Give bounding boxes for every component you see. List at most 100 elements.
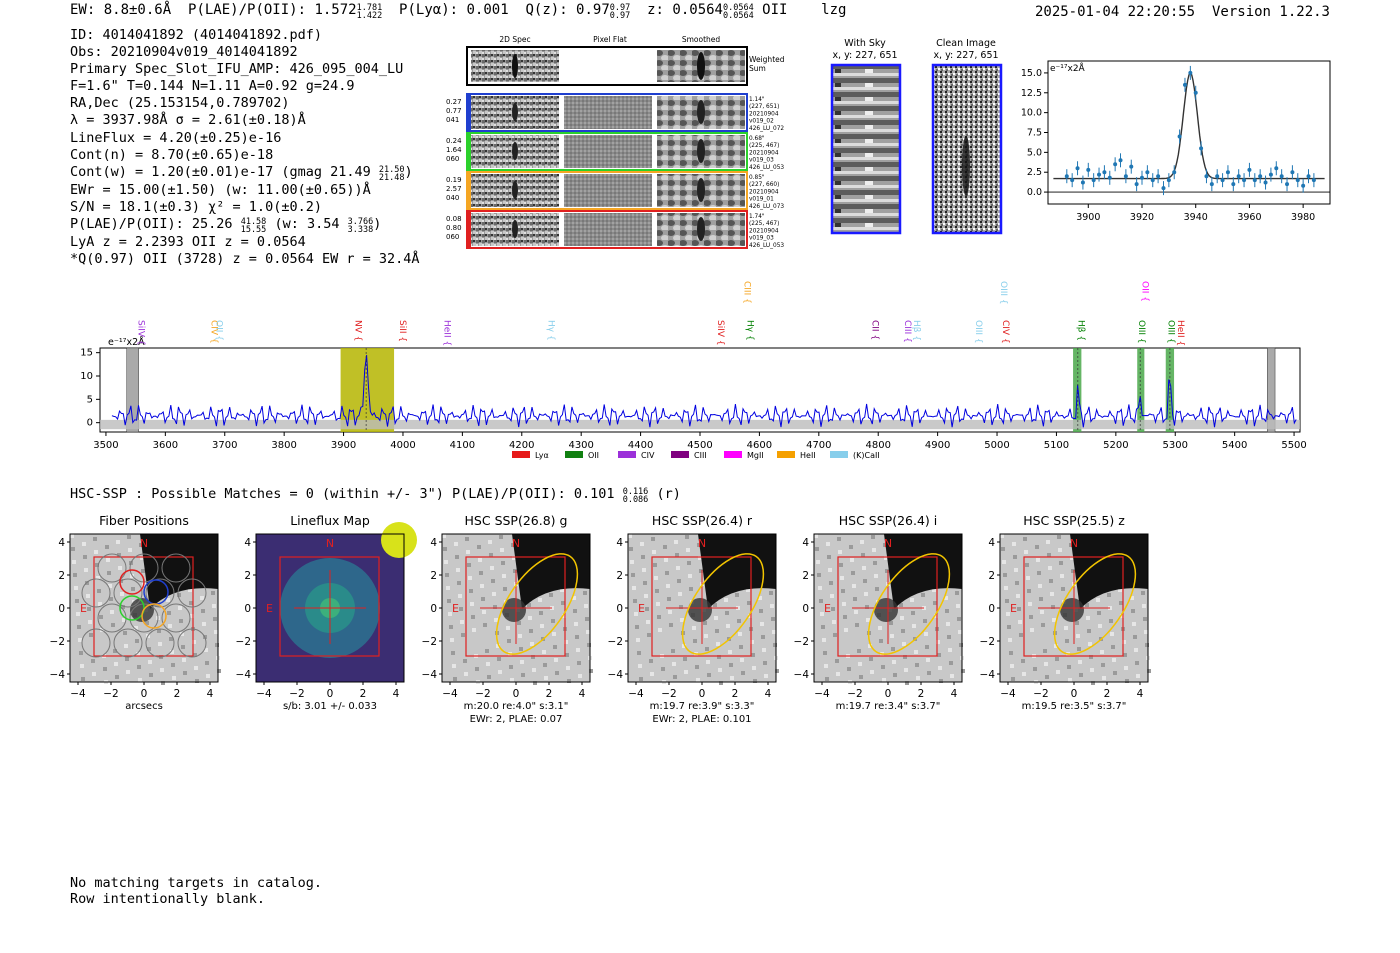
axis-ytick: −2	[236, 636, 251, 648]
galaxy-ellipse	[681, 553, 765, 655]
cutout-right-label: 20210904	[749, 111, 779, 117]
line-id-label: CII {	[869, 320, 879, 340]
axis-xtick: 2	[360, 688, 367, 700]
zoom-ytick: 12.5	[1021, 88, 1042, 99]
axis-ytick: −4	[236, 669, 252, 681]
hsc-summary: HSC-SSP : Possible Matches = 0 (within +…	[70, 486, 681, 505]
data-point	[1177, 134, 1182, 139]
data-point	[1156, 174, 1161, 179]
panel-title: HSC SSP(25.5) z	[1023, 513, 1125, 528]
aperture-box	[279, 556, 380, 657]
galaxy-blob	[698, 534, 776, 609]
cutout-right-label: v019_01	[749, 197, 774, 203]
fiber-circle	[177, 578, 207, 608]
data-point	[1306, 174, 1311, 179]
header-qz-range: 0.97 0.97	[609, 3, 631, 21]
zoom-ylabel: e⁻¹⁷x2Å	[1050, 62, 1086, 74]
col-smoothed: Smoothed	[682, 35, 721, 44]
spectrum-xtick: 4400	[628, 440, 653, 451]
line-id-label: OIII {	[1166, 320, 1176, 344]
info-ewr: EWr = 15.00(±1.50) (w: 11.00(±0.65))Å	[70, 181, 371, 198]
legend-swatch	[724, 451, 742, 458]
col-pixel-flat: Pixel Flat	[593, 35, 627, 44]
data-point	[1064, 174, 1069, 179]
axis-xtick: 0	[699, 688, 706, 700]
hsc-panel: Lineflux Map N E 4 2 0 −2 −4 −4 −2 0 2 4 s/b: 3.01 +/…	[236, 513, 417, 712]
axis-xtick: 4	[1137, 688, 1144, 700]
zoom-ytick: 0.0	[1027, 187, 1042, 198]
legend-swatch	[618, 451, 636, 458]
hsc-panel: HSC SSP(25.5) z N E 4 2 0 −2 −4 −4 −2 0 2 4 m:19.5 re…	[980, 513, 1151, 712]
line-id-label: CIII {	[902, 320, 912, 343]
data-point	[1263, 180, 1268, 185]
zoom-xtick: 3980	[1291, 212, 1315, 223]
cutout-right-label: 426_LU_053	[749, 165, 784, 171]
axis-ytick: 0	[616, 603, 623, 615]
panel-caption: m:19.7 re:3.4" s:3.7"	[836, 701, 941, 712]
east-marker: E	[266, 602, 273, 615]
panel-caption: m:19.7 re:3.9" s:3.3"	[650, 701, 755, 712]
axis-ytick: 4	[244, 537, 251, 549]
fiber-circle	[145, 628, 175, 658]
sky-clean-images: With Sky x, y: 227, 651 Clean Image x, y…	[830, 38, 1003, 235]
galaxy-ellipse	[867, 553, 951, 655]
hsc-panel: HSC SSP(26.4) i N E 4 2 0 −2 −4 −4 −2 0 2 4 m:19.7 re…	[794, 513, 965, 712]
spectrum-xtick: 4000	[390, 440, 415, 451]
info-primary: Primary Spec_Slot_IFU_AMP: 426_095_004_L…	[70, 61, 404, 78]
zoom-ytick: 5.0	[1027, 147, 1042, 158]
cutout-left-label: 060	[446, 155, 459, 163]
axis-xtick: −2	[661, 688, 676, 700]
data-point	[1123, 174, 1128, 179]
fiber-circle-selected	[141, 603, 167, 629]
axis-ytick: 0	[802, 603, 809, 615]
line-id-label: Hβ {	[911, 320, 921, 341]
axis-ytick: 2	[430, 570, 437, 582]
spectrum-frame	[99, 347, 1301, 433]
panel-caption: m:20.0 re:4.0" s:3.1"	[464, 701, 569, 712]
axis-ytick: −4	[980, 669, 996, 681]
fiber-circle	[161, 603, 191, 633]
data-point	[1182, 82, 1187, 87]
header-plya: P(Lyα): 0.001	[399, 2, 509, 18]
axis-ytick: −2	[50, 636, 65, 648]
panel-title: HSC SSP(26.4) r	[652, 513, 753, 528]
spectrum-xtick: 5400	[1222, 440, 1247, 451]
line-fit-plot: e⁻¹⁷x2Å 15.0 12.5 10.0 7.5 5.0 2.5 0.0 3900 3920 3…	[1021, 60, 1331, 223]
data-point	[1215, 174, 1220, 179]
fiber-circle	[97, 553, 127, 583]
data-point	[1134, 182, 1139, 187]
panel-caption: arcsecs	[125, 701, 163, 712]
axis-ytick: 4	[58, 537, 65, 549]
spectrum-ytick: 5	[87, 394, 93, 405]
data-point	[1140, 175, 1144, 180]
legend-swatch	[671, 451, 689, 458]
aperture-box	[837, 556, 938, 657]
fiber-circle	[81, 628, 111, 658]
spectrum-xtick: 5300	[1163, 440, 1188, 451]
legend-label: CIII	[694, 451, 707, 460]
axis-ytick: −4	[794, 669, 810, 681]
panel-caption-2: EWr: 2, PLAE: 0.07	[470, 714, 563, 723]
panel-caption-2: EWr: 2, PLAE: 0.101	[652, 714, 751, 723]
spectrum-xtick: 4200	[509, 440, 534, 451]
info-id: ID: 4014041892 (4014041892.pdf)	[70, 27, 322, 43]
axis-ytick: −4	[50, 669, 66, 681]
spectrum-xtick: 3600	[153, 440, 178, 451]
axis-ytick: −2	[422, 636, 437, 648]
east-marker: E	[1010, 602, 1017, 615]
spectrum-xtick: 3500	[93, 440, 118, 451]
spectrum-ytick: 15	[80, 348, 93, 359]
axis-xtick: −2	[289, 688, 304, 700]
data-point	[1166, 178, 1171, 183]
axis-ytick: 4	[802, 537, 809, 549]
panel-title: HSC SSP(26.4) i	[839, 513, 937, 528]
data-point	[1268, 172, 1273, 177]
panel-title: HSC SSP(26.8) g	[465, 513, 568, 528]
line-id-label: CIV {	[209, 320, 219, 344]
cutout-right-label: 0.68"	[749, 136, 765, 142]
footer-line2: Row intentionally blank.	[70, 890, 266, 907]
axis-ytick: −4	[422, 669, 438, 681]
data-point	[1150, 178, 1155, 183]
